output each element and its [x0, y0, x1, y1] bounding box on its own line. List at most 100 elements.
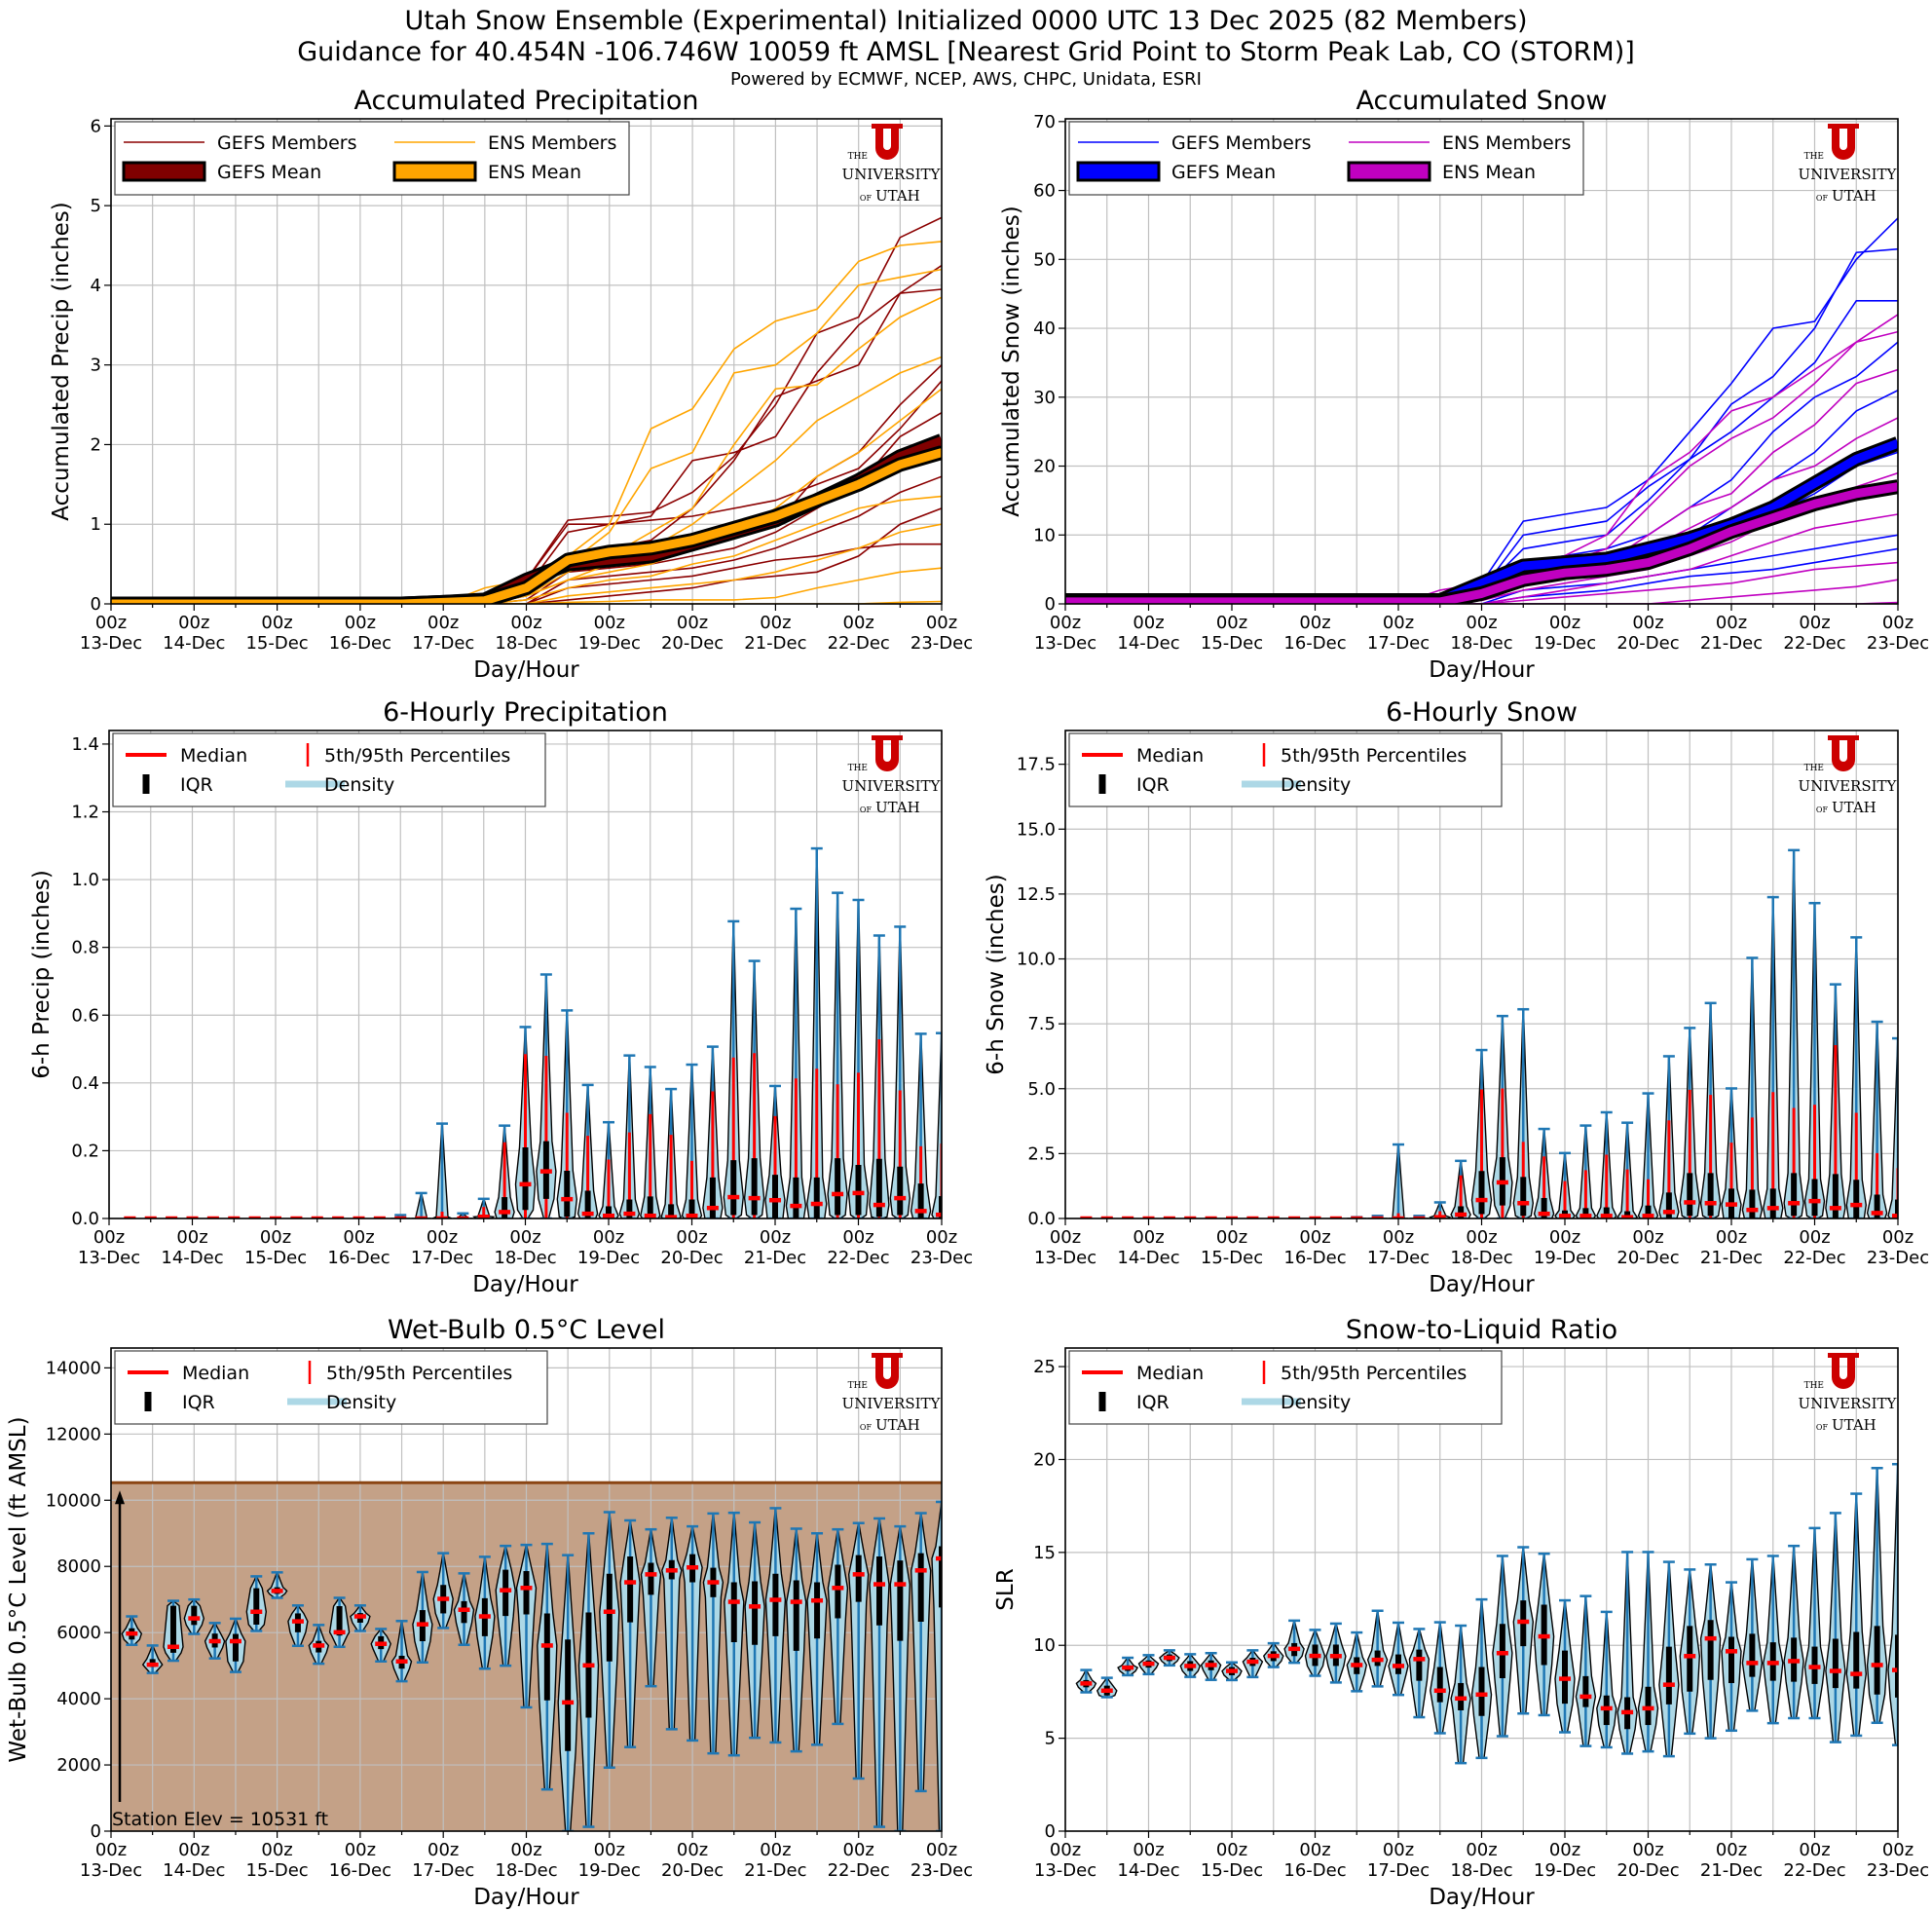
x-tick-label-day: 22-Dec — [828, 633, 890, 654]
x-tick-label-day: 16-Dec — [327, 1248, 390, 1268]
x-tick-label-hour: 00z — [1799, 1840, 1830, 1860]
legend-label: 5th/95th Percentiles — [1281, 745, 1467, 767]
y-tick-label: 10000 — [46, 1490, 101, 1511]
y-tick-label: 2 — [91, 434, 101, 455]
y-tick-label: 50 — [1033, 249, 1056, 270]
logo-text-the: THE — [848, 152, 868, 162]
member-line-ens — [111, 523, 942, 604]
violin — [1616, 1121, 1639, 1218]
violin — [183, 1597, 205, 1635]
x-tick-label-hour: 00z — [760, 1227, 791, 1248]
x-tick-label-day: 15-Dec — [244, 1248, 307, 1268]
member-line-ens — [111, 495, 942, 604]
x-tick-label-day: 15-Dec — [245, 633, 308, 654]
y-axis-label: 6-h Precip (inches) — [29, 870, 55, 1079]
x-tick-label-hour: 00z — [1466, 1840, 1497, 1860]
violin — [1845, 1492, 1868, 1738]
violin — [1637, 1551, 1659, 1753]
x-tick-label-hour: 00z — [843, 1840, 874, 1860]
x-tick-label-hour: 00z — [509, 1227, 540, 1248]
x-tick-label-hour: 00z — [926, 613, 957, 633]
legend-label: Density — [1281, 774, 1351, 796]
violin — [1658, 1055, 1680, 1218]
logo-text-of: OF — [1816, 806, 1829, 814]
university-of-utah-logo: THE UNIVERSITY OF UTAH — [842, 124, 942, 205]
violin — [598, 1120, 619, 1218]
violin — [1325, 1622, 1347, 1684]
chart-panel-0: 00z13-Dec00z14-Dec00z15-Dec00z16-Dec00z1… — [49, 86, 973, 683]
member-line-gefs — [1065, 534, 1898, 604]
legend: Median 5th/95th Percentiles IQR Density — [1068, 1350, 1503, 1425]
y-tick-label: 0 — [1045, 594, 1056, 615]
violin — [619, 1518, 641, 1748]
x-tick-label-hour: 00z — [1632, 1840, 1663, 1860]
plot-data — [1075, 1462, 1898, 1765]
x-tick-label-hour: 00z — [510, 613, 541, 633]
university-of-utah-logo: THE UNIVERSITY OF UTAH — [1799, 1353, 1898, 1434]
violin — [328, 1596, 351, 1649]
violin — [1679, 1568, 1701, 1736]
violin — [640, 1066, 661, 1218]
x-tick-label-day: 19-Dec — [1534, 1248, 1596, 1268]
violin — [1783, 1544, 1804, 1720]
violin — [495, 1544, 516, 1667]
mean-line-ens — [1065, 482, 1898, 604]
legend-swatch-mean — [1076, 161, 1161, 182]
violin — [910, 1032, 932, 1218]
legend: Median 5th/95th Percentiles IQR Density — [112, 732, 546, 807]
university-of-utah-logo: THE UNIVERSITY OF UTAH — [842, 1353, 942, 1434]
violin — [1366, 1609, 1389, 1688]
violin — [702, 1512, 724, 1755]
x-tick-label-hour: 00z — [510, 1840, 541, 1860]
violin — [1845, 936, 1868, 1218]
legend-label: ENS Mean — [1442, 162, 1536, 183]
violin — [660, 1087, 682, 1218]
x-tick-label-day: 14-Dec — [163, 1860, 225, 1881]
y-tick-label: 17.5 — [1017, 755, 1056, 775]
violin — [1595, 1110, 1617, 1218]
x-tick-label-day: 13-Dec — [1034, 633, 1096, 654]
y-tick-label: 0.0 — [1027, 1209, 1056, 1229]
x-tick-label-day: 14-Dec — [1117, 633, 1179, 654]
logo-text-university: UNIVERSITY — [842, 166, 942, 183]
y-tick-label: 6000 — [56, 1623, 101, 1643]
legend-label: Median — [180, 745, 247, 767]
violin — [121, 1615, 143, 1646]
x-tick-label-day: 14-Dec — [163, 633, 225, 654]
x-axis-label: Day/Hour — [473, 1885, 579, 1910]
x-tick-label-day: 19-Dec — [1534, 1860, 1596, 1881]
violin — [556, 1009, 578, 1218]
x-tick-label-hour: 00z — [926, 1227, 957, 1248]
x-tick-label-day: 16-Dec — [1283, 1248, 1346, 1268]
legend-box — [112, 732, 546, 807]
x-tick-label-hour: 00z — [926, 1840, 957, 1860]
x-tick-label-day: 15-Dec — [1201, 1860, 1263, 1881]
x-tick-label-day: 20-Dec — [1616, 633, 1679, 654]
y-tick-label: 14000 — [46, 1358, 101, 1378]
x-tick-label-hour: 00z — [677, 613, 708, 633]
x-tick-label-day: 23-Dec — [910, 1248, 973, 1268]
violin — [1492, 1014, 1513, 1218]
x-tick-label-hour: 00z — [178, 1840, 209, 1860]
violin — [1512, 1546, 1535, 1715]
violin — [431, 1122, 453, 1218]
chart-title: 6-Hourly Precipitation — [383, 697, 668, 728]
x-tick-label-hour: 00z — [1882, 613, 1913, 633]
y-axis-label: Accumulated Precip (inches) — [49, 202, 74, 521]
y-tick-label: 0 — [91, 1821, 101, 1842]
utah-block-u-icon — [872, 1353, 903, 1389]
member-line-ens — [1065, 579, 1898, 604]
violin — [1221, 1661, 1243, 1682]
x-tick-label-hour: 00z — [1050, 1227, 1081, 1248]
legend-label: IQR — [1136, 1392, 1170, 1413]
x-tick-label-day: 23-Dec — [910, 1860, 973, 1881]
x-tick-label-hour: 00z — [843, 613, 874, 633]
member-line-gefs — [1065, 547, 1898, 604]
violin — [576, 1083, 599, 1218]
x-tick-label-day: 22-Dec — [828, 1860, 890, 1881]
violin — [287, 1604, 309, 1648]
violin — [1492, 1555, 1513, 1738]
chart-title: Wet-Bulb 0.5°C Level — [388, 1315, 665, 1345]
chart-title: Accumulated Snow — [1356, 86, 1607, 116]
x-tick-label-hour: 00z — [343, 1227, 374, 1248]
